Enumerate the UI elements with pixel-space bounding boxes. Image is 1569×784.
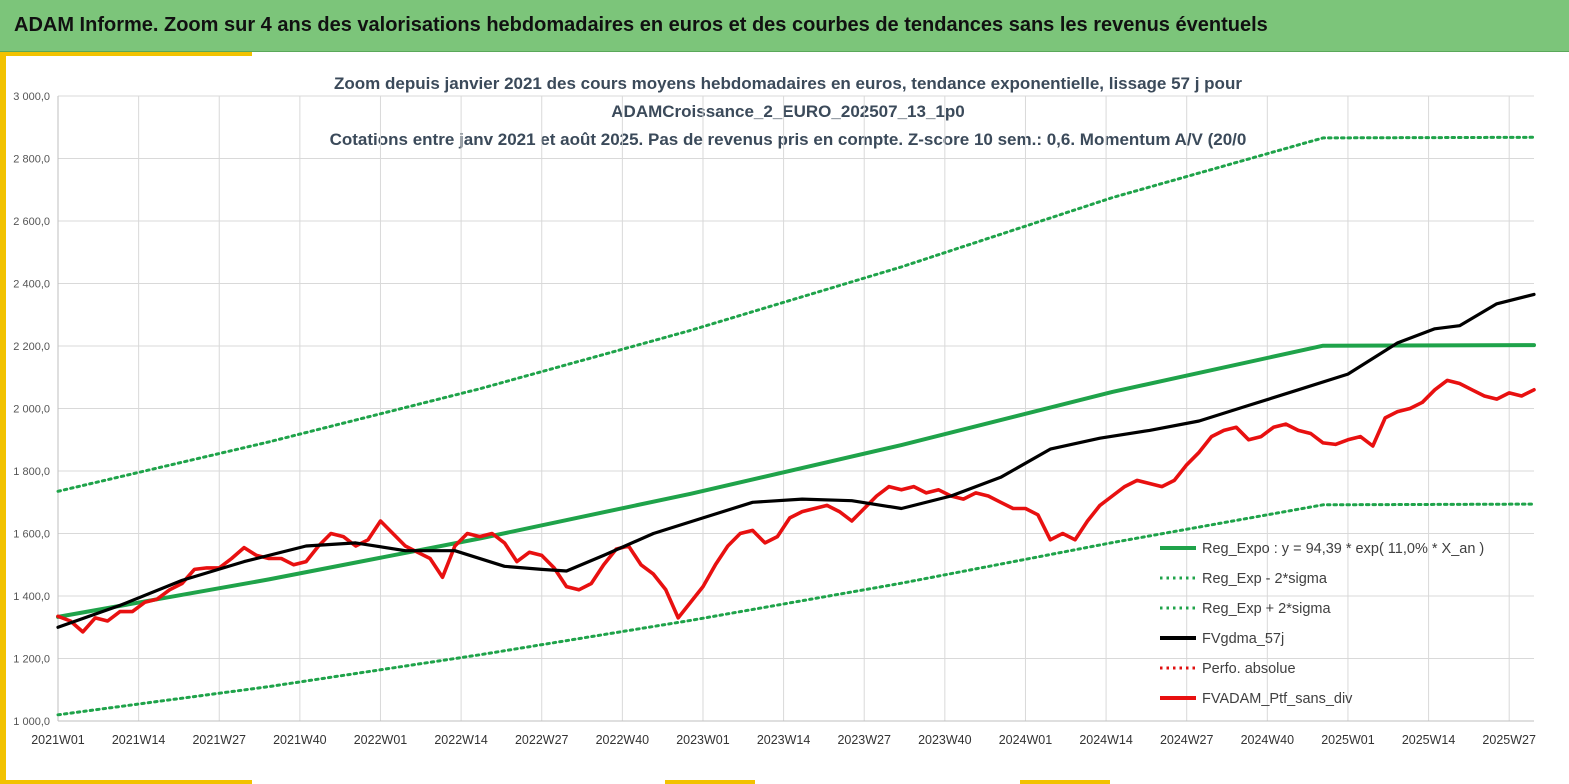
legend: Reg_Expo : y = 94,39 * exp( 11,0% * X_an…: [1160, 541, 1484, 707]
legend-label: Perfo. absolue: [1202, 661, 1296, 677]
series-line-3: [56, 292, 1536, 629]
series-line-2: [56, 135, 1536, 493]
x-tick-label: 2025W14: [1402, 733, 1456, 747]
y-tick-label: 3 000,0: [13, 91, 50, 103]
accent-bar-bottom-right: [1020, 780, 1110, 784]
y-tick-label: 2 200,0: [13, 341, 50, 353]
series-layer: [56, 135, 1536, 717]
x-axis: 2021W01 2021W14 2021W27 2021W40 2022W01 2022W…: [31, 720, 1536, 747]
accent-bar-left: [0, 52, 6, 784]
x-tick-label: 2025W27: [1482, 733, 1536, 747]
trend-chart: Zoom depuis janvier 2021 des cours moyen…: [13, 74, 1536, 747]
accent-bar-top: [0, 52, 252, 56]
page-title: ADAM Informe. Zoom sur 4 ans des valoris…: [14, 14, 1268, 36]
y-tick-label: 1 600,0: [13, 529, 50, 541]
chart-title-line-2: ADAMCroissance_2_EURO_202507_13_1p0: [611, 102, 964, 121]
x-tick-label: 2024W14: [1079, 733, 1133, 747]
legend-label: Reg_Exp + 2*sigma: [1202, 601, 1331, 617]
y-tick-label: 2 800,0: [13, 154, 50, 166]
accent-bar-bottom: [0, 780, 252, 784]
series-line-0: [56, 343, 1536, 619]
x-tick-label: 2024W01: [999, 733, 1053, 747]
x-tick-label: 2021W14: [112, 733, 166, 747]
series-line-5: [56, 378, 1536, 634]
x-tick-label: 2022W14: [434, 733, 488, 747]
x-tick-label: 2021W40: [273, 733, 327, 747]
legend-label: Reg_Expo : y = 94,39 * exp( 11,0% * X_an…: [1202, 541, 1484, 557]
chart-title-line-1: Zoom depuis janvier 2021 des cours moyen…: [334, 74, 1242, 93]
x-tick-label: 2023W14: [757, 733, 811, 747]
y-tick-label: 2 600,0: [13, 216, 50, 228]
y-tick-label: 1 400,0: [13, 591, 50, 603]
x-tick-label: 2022W40: [596, 733, 650, 747]
y-tick-label: 2 000,0: [13, 404, 50, 416]
grid: [58, 95, 1534, 722]
x-tick-label: 2023W01: [676, 733, 730, 747]
x-tick-label: 2022W27: [515, 733, 569, 747]
y-tick-label: 1 000,0: [13, 716, 50, 728]
x-tick-label: 2024W27: [1160, 733, 1214, 747]
legend-label: Reg_Exp - 2*sigma: [1202, 571, 1328, 587]
x-tick-label: 2025W01: [1321, 733, 1375, 747]
chart-title: Zoom depuis janvier 2021 des cours moyen…: [330, 74, 1247, 149]
y-tick-label: 1 200,0: [13, 654, 50, 666]
y-tick-label: 2 400,0: [13, 279, 50, 291]
x-tick-label: 2022W01: [354, 733, 408, 747]
x-tick-label: 2023W27: [837, 733, 891, 747]
accent-bar-bottom-mid: [665, 780, 755, 784]
legend-label: FVADAM_Ptf_sans_div: [1202, 691, 1353, 707]
x-tick-label: 2021W01: [31, 733, 85, 747]
series-line-1: [56, 502, 1536, 717]
x-tick-label: 2023W40: [918, 733, 972, 747]
x-tick-label: 2024W40: [1241, 733, 1295, 747]
y-axis: 1 000,0 1 200,0 1 400,0 1 600,0 1 800,0 2 000…: [13, 91, 59, 728]
x-tick-label: 2021W27: [192, 733, 246, 747]
legend-label: FVgdma_57j: [1202, 631, 1284, 647]
header-bar: ADAM Informe. Zoom sur 4 ans des valoris…: [0, 0, 1569, 52]
y-tick-label: 1 800,0: [13, 466, 50, 478]
chart-title-line-3: Cotations entre janv 2021 et août 2025. …: [330, 130, 1247, 149]
